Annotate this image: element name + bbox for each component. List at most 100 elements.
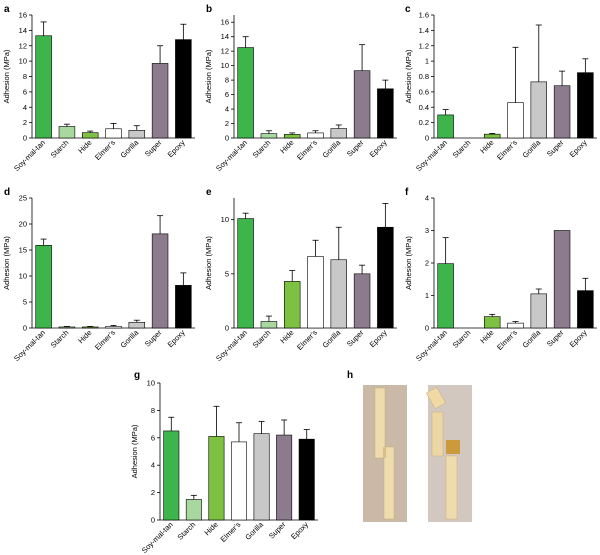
bar-starch <box>58 126 76 139</box>
y-tick-label: 6 <box>225 90 229 99</box>
y-tick-label: 5 <box>225 269 229 278</box>
x-tick-label: Elmer's <box>295 328 319 352</box>
panel-label: c <box>405 4 411 15</box>
y-tick-label: 8 <box>225 76 229 85</box>
y-tick-label: 0.6 <box>419 87 429 96</box>
bar-soy-mal-tan <box>163 430 180 521</box>
bar-gorilla <box>330 259 348 329</box>
panel-label: e <box>206 187 212 198</box>
x-tick-label: Super <box>345 328 366 349</box>
y-tick-label: 0.4 <box>419 103 429 112</box>
bond-overlap <box>383 447 386 458</box>
x-tick-label: Super <box>545 138 566 159</box>
x-tick-label: Hide <box>278 138 295 155</box>
y-axis-label: Adhesion (MPa) <box>2 236 11 290</box>
y-tick-label: 2 <box>225 119 229 128</box>
y-tick-label: 6 <box>151 433 155 442</box>
y-axis-label: Adhesion (MPa) <box>2 49 11 103</box>
bar-gorilla <box>530 293 548 329</box>
y-tick-label: 1.4 <box>419 26 429 35</box>
bar-epoxy <box>577 72 594 139</box>
x-tick-label: Gorilla <box>119 137 141 159</box>
bar-soy-mal-tan <box>437 263 454 329</box>
x-tick-label: Soy-mal-tan <box>214 328 249 363</box>
bar-elmer-s <box>507 102 524 139</box>
bar-gorilla <box>128 321 146 329</box>
x-tick-label: Starch <box>251 138 273 160</box>
panel-label: f <box>405 187 409 198</box>
bar-elmer-s <box>105 326 122 329</box>
bar-super <box>276 434 293 521</box>
bar-epoxy <box>377 88 394 139</box>
y-tick-label: 2 <box>151 488 155 497</box>
bar-soy-mal-tan <box>237 218 254 329</box>
x-tick-label: Elmer's <box>495 138 519 162</box>
bar-super <box>553 85 571 139</box>
y-tick-label: 6 <box>23 87 27 96</box>
y-tick-label: 8 <box>151 406 155 415</box>
bar-hide <box>81 132 99 139</box>
y-tick-label: 16 <box>221 18 229 27</box>
bar-soy-mal-tan <box>35 35 52 139</box>
panel-label: g <box>134 370 140 381</box>
y-tick-label: 15 <box>19 246 27 255</box>
x-tick-label: Gorilla <box>119 327 141 349</box>
y-tick-label: 0 <box>225 134 229 143</box>
x-tick-label: Super <box>143 328 164 349</box>
x-tick-label: Gorilla <box>521 137 543 159</box>
y-tick-label: 14 <box>19 26 27 35</box>
x-tick-label: Elmer's <box>495 328 519 352</box>
bar-epoxy <box>175 39 192 139</box>
y-tick-label: 0.8 <box>419 72 429 81</box>
wood-strip-lower <box>445 455 458 520</box>
x-tick-label: Starch <box>49 328 71 350</box>
y-tick-label: 1.6 <box>419 11 429 20</box>
y-tick-label: 0 <box>425 134 429 143</box>
x-tick-label: Epoxy <box>568 138 589 159</box>
chart-panel-f: f 0 1 2 3 4 Adhesion (MPa) Soy-mal-tan Starch Hid… <box>404 187 597 363</box>
y-tick-label: 1 <box>425 291 429 300</box>
bar-hide <box>283 134 301 139</box>
y-axis-label: Adhesion (MPa) <box>130 424 139 478</box>
panel-h-label: h <box>347 370 353 381</box>
x-tick-label: Hide <box>76 328 93 345</box>
x-tick-label: Starch <box>451 138 473 160</box>
bar-elmer-s <box>231 441 247 521</box>
panel-label: d <box>4 187 10 198</box>
wood-strip-upper <box>374 387 386 459</box>
photo-broken-specimen <box>425 385 472 522</box>
x-tick-label: Super <box>267 520 288 541</box>
bar-gorilla <box>253 433 270 521</box>
x-tick-label: Hide <box>76 138 93 155</box>
y-tick-label: 12 <box>221 47 229 56</box>
x-tick-label: Elmer's <box>93 328 117 352</box>
x-tick-label: Starch <box>176 520 198 542</box>
y-tick-label: 2 <box>425 259 429 268</box>
x-tick-label: Hide <box>278 328 295 345</box>
x-tick-label: Epoxy <box>166 138 187 159</box>
bar-super <box>353 70 371 139</box>
x-tick-label: Gorilla <box>321 327 343 349</box>
x-tick-label: Soy-mal-tan <box>414 328 449 363</box>
x-tick-label: Super <box>545 328 566 349</box>
y-tick-label: 10 <box>221 215 229 224</box>
bar-gorilla <box>128 130 146 139</box>
y-tick-label: 10 <box>221 61 229 70</box>
x-tick-label: Hide <box>478 328 495 345</box>
x-tick-label: Gorilla <box>243 519 265 541</box>
x-tick-label: Epoxy <box>368 328 389 349</box>
bar-elmer-s <box>507 322 524 329</box>
bar-soy-mal-tan <box>437 114 454 139</box>
x-tick-label: Elmer's <box>93 138 117 162</box>
bar-elmer-s <box>105 128 122 139</box>
y-tick-label: 4 <box>425 194 429 203</box>
x-tick-label: Hide <box>203 520 220 537</box>
x-tick-label: Epoxy <box>368 138 389 159</box>
y-tick-label: 25 <box>19 194 27 203</box>
bar-starch <box>260 133 278 139</box>
y-tick-label: 20 <box>19 220 27 229</box>
